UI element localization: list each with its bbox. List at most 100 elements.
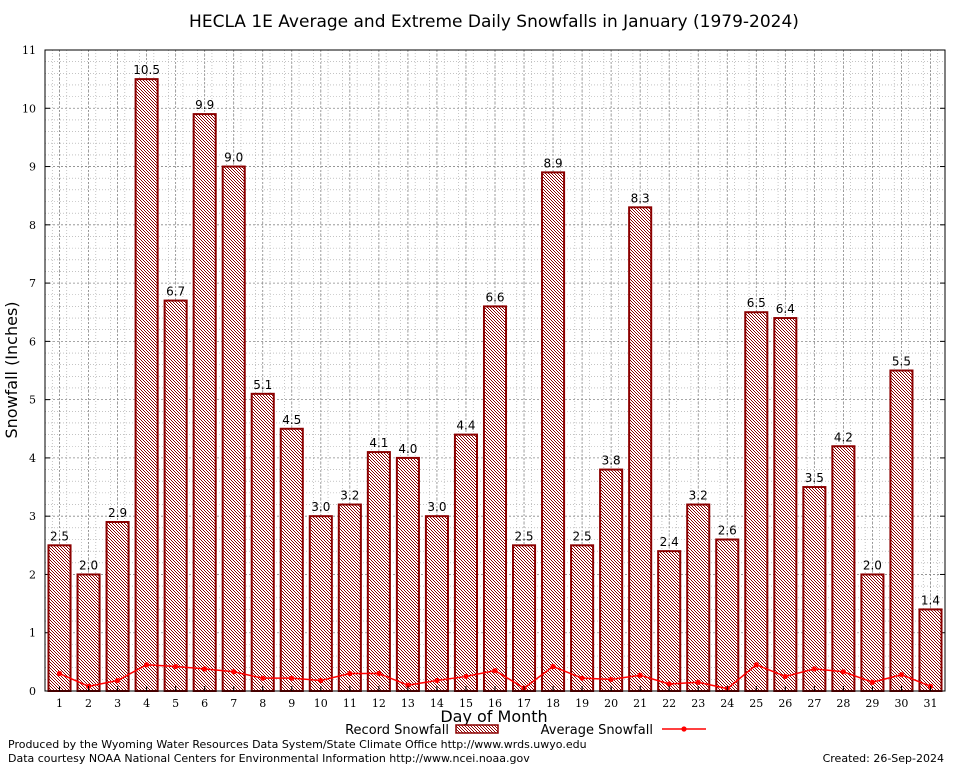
bar-value-label: 6.6 <box>485 290 504 304</box>
x-tick-label: 18 <box>546 697 560 710</box>
bar-value-label: 3.5 <box>805 471 824 485</box>
x-tick-label: 29 <box>865 697 879 710</box>
x-tick-label: 8 <box>259 697 266 710</box>
average-point-day-22 <box>666 681 672 687</box>
bar-value-label: 2.9 <box>108 506 127 520</box>
footer-created: Created: 26-Sep-2024 <box>822 752 944 765</box>
x-tick-label: 16 <box>488 697 502 710</box>
x-tick-label: 7 <box>230 697 237 710</box>
y-tick-label: 9 <box>29 161 36 174</box>
bar-day-29 <box>860 573 885 692</box>
x-tick-label: 2 <box>85 697 92 710</box>
footer-line-1: Produced by the Wyoming Water Resources … <box>8 738 587 751</box>
bar-value-label: 2.5 <box>50 529 69 543</box>
bar-day-30 <box>889 369 914 692</box>
y-tick-label: 0 <box>29 685 36 698</box>
average-point-day-6 <box>202 666 208 672</box>
x-tick-label: 31 <box>923 697 937 710</box>
average-point-day-16 <box>492 668 498 674</box>
bar-day-10 <box>308 515 333 692</box>
average-point-day-26 <box>782 673 788 680</box>
bar-day-27 <box>802 486 827 692</box>
average-point-day-3 <box>114 677 121 684</box>
x-tick-label: 27 <box>807 697 821 710</box>
bar-day-3 <box>105 521 130 692</box>
bar-day-5 <box>163 299 188 692</box>
bar-value-label: 2.5 <box>514 529 533 543</box>
x-tick-label: 3 <box>114 697 121 710</box>
bar-value-label: 2.5 <box>573 529 592 543</box>
bar-value-label: 6.7 <box>166 285 185 299</box>
y-tick-label: 8 <box>29 219 36 232</box>
x-axis-label: Day of Month <box>440 707 547 726</box>
average-point-day-20 <box>608 676 614 682</box>
bar-day-21 <box>628 206 653 692</box>
bar-value-label: 2.6 <box>718 523 737 537</box>
average-point-day-11 <box>347 670 353 677</box>
bar-day-25 <box>744 311 769 692</box>
bar-value-label: 4.0 <box>398 442 417 456</box>
x-tick-label: 9 <box>288 697 295 710</box>
x-tick-label: 17 <box>517 697 531 710</box>
x-tick-label: 4 <box>143 697 150 710</box>
bar-value-label: 2.0 <box>863 558 882 572</box>
legend-average-label: Average Snowfall <box>541 723 653 738</box>
average-point-day-4 <box>144 662 150 668</box>
bar-value-label: 10.5 <box>133 63 160 77</box>
x-tick-label: 1 <box>56 697 63 710</box>
bar-value-label: 5.5 <box>892 355 911 369</box>
average-point-day-23 <box>695 679 701 685</box>
average-point-day-1 <box>56 670 63 677</box>
x-axis-ticks: 1 2 3 4 5 6 7 8 9 10 11 12 13 14 15 16 17 18 19 20 21 22 23 24 2… <box>56 686 937 710</box>
average-point-day-28 <box>840 669 846 675</box>
y-tick-label: 1 <box>29 627 36 640</box>
x-tick-label: 10 <box>314 697 328 710</box>
average-point-day-30 <box>898 672 905 678</box>
bar-day-1 <box>47 544 72 692</box>
bar-day-16 <box>482 305 508 692</box>
bar-day-2 <box>76 573 101 692</box>
chart-title: HECLA 1E Average and Extreme Daily Snowf… <box>189 12 799 32</box>
average-line <box>56 662 934 692</box>
bar-day-20 <box>599 468 624 692</box>
average-point-day-10 <box>318 677 324 684</box>
footer-line-2: Data courtesy NOAA National Centers for … <box>8 752 530 765</box>
average-point-day-8 <box>260 675 266 681</box>
x-tick-label: 25 <box>749 697 763 710</box>
bar-value-label: 4.1 <box>369 436 388 450</box>
x-tick-label: 13 <box>401 697 415 710</box>
bar-value-label: 9.9 <box>195 98 214 112</box>
bar-day-17 <box>512 544 537 692</box>
bar-value-label: 5.1 <box>253 378 272 392</box>
average-point-day-5 <box>173 663 179 670</box>
average-point-day-21 <box>637 672 643 678</box>
bar-value-label: 8.3 <box>631 191 650 205</box>
legend: Record Snowfall Average Snowfall <box>345 723 706 738</box>
bar-day-24 <box>715 538 740 692</box>
legend-record-label: Record Snowfall <box>345 723 449 738</box>
bar-day-23 <box>686 503 711 693</box>
y-tick-label: 5 <box>29 394 36 407</box>
bar-day-18 <box>541 171 566 692</box>
bar-value-label: 3.0 <box>311 500 330 514</box>
bar-value-labels: 2.5 2.0 2.9 10.5 6.7 9.9 9.0 5.1 4.5 3.0 3.2 4.1 4.0… <box>50 63 940 607</box>
average-point-day-29 <box>869 679 876 685</box>
bar-day-26 <box>773 317 798 692</box>
bar-day-28 <box>831 445 856 692</box>
average-point-day-19 <box>579 675 585 681</box>
y-tick-label: 10 <box>22 102 36 115</box>
bar-value-label: 3.8 <box>602 454 621 468</box>
bar-day-4 <box>134 78 159 693</box>
bar-day-31 <box>918 608 943 692</box>
bar-value-label: 4.5 <box>282 413 301 427</box>
average-point-day-14 <box>434 677 440 684</box>
bar-value-label: 4.2 <box>834 430 853 444</box>
x-tick-label: 22 <box>662 697 676 710</box>
average-point-day-12 <box>376 670 382 677</box>
y-axis-label: Snowfall (Inches) <box>2 301 21 438</box>
bar-value-label: 3.2 <box>689 489 708 503</box>
y-tick-label: 2 <box>29 568 36 581</box>
bar-day-13 <box>395 456 420 692</box>
average-point-day-25 <box>753 662 759 668</box>
average-point-day-27 <box>811 666 817 672</box>
